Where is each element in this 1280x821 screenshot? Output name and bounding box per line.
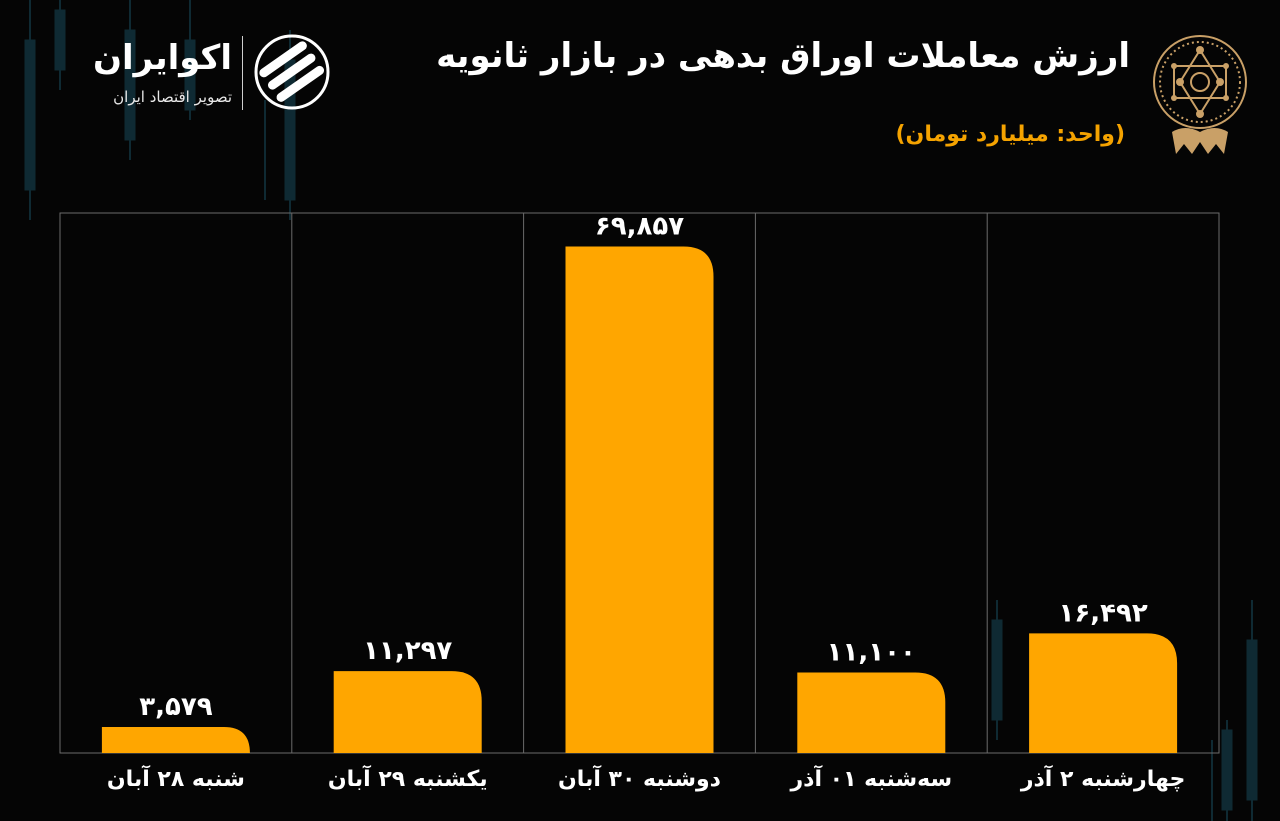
category-label: شنبه ۲۸ آبان	[107, 764, 245, 792]
category-label: سه‌شنبه ۰۱ آذر	[790, 764, 953, 792]
brand-name: اکوایران	[93, 38, 232, 78]
category-label: چهارشنبه ۲ آذر	[1020, 764, 1186, 792]
bar-value-label: ۳,۵۷۹	[139, 692, 212, 722]
bar-value-label: ۱۱,۱۰۰	[827, 638, 916, 668]
brand-divider	[242, 36, 243, 110]
bar	[797, 672, 946, 753]
page-title: ارزش معاملات اوراق بدهی در بازار ثانویه	[436, 36, 1130, 76]
bar-value-label: ۱۶,۴۹۲	[1058, 598, 1147, 628]
ecoiran-logo-icon	[254, 34, 330, 110]
stock-exchange-emblem-icon	[1153, 35, 1247, 154]
bar	[565, 246, 714, 753]
category-label: دوشنبه ۳۰ آبان	[558, 764, 721, 792]
brand-subtitle: تصویر اقتصاد ایران	[113, 88, 232, 106]
brand-block: اکوایران تصویر اقتصاد ایران	[70, 30, 340, 120]
unit-label: (واحد: میلیارد تومان)	[895, 122, 1126, 147]
bar-value-label: ۶۹,۸۵۷	[595, 212, 684, 242]
bar-value-label: ۱۱,۲۹۷	[363, 636, 452, 666]
category-label: یکشنبه ۲۹ آبان	[328, 764, 488, 792]
bar	[101, 727, 250, 753]
bar	[1029, 633, 1178, 753]
bar	[333, 671, 482, 753]
